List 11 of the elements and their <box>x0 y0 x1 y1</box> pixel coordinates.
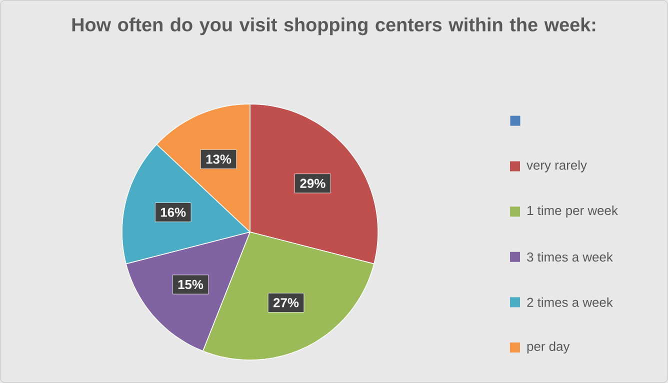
data-label: 16% <box>160 208 186 217</box>
data-label: 29% <box>300 178 326 188</box>
legend-label: very rarely <box>526 160 587 172</box>
chart-title: How often do you visit shopping centers within the week: <box>72 18 596 36</box>
legend-label: 1 time per week <box>528 206 618 218</box>
legend-label: 2 times a week <box>527 297 613 307</box>
data-label: 27% <box>274 298 299 308</box>
data-label: 15% <box>178 280 204 290</box>
legend-label: per day <box>527 341 570 354</box>
legend-label: 3 times a week <box>527 252 613 262</box>
data-label: 13% <box>206 154 232 164</box>
